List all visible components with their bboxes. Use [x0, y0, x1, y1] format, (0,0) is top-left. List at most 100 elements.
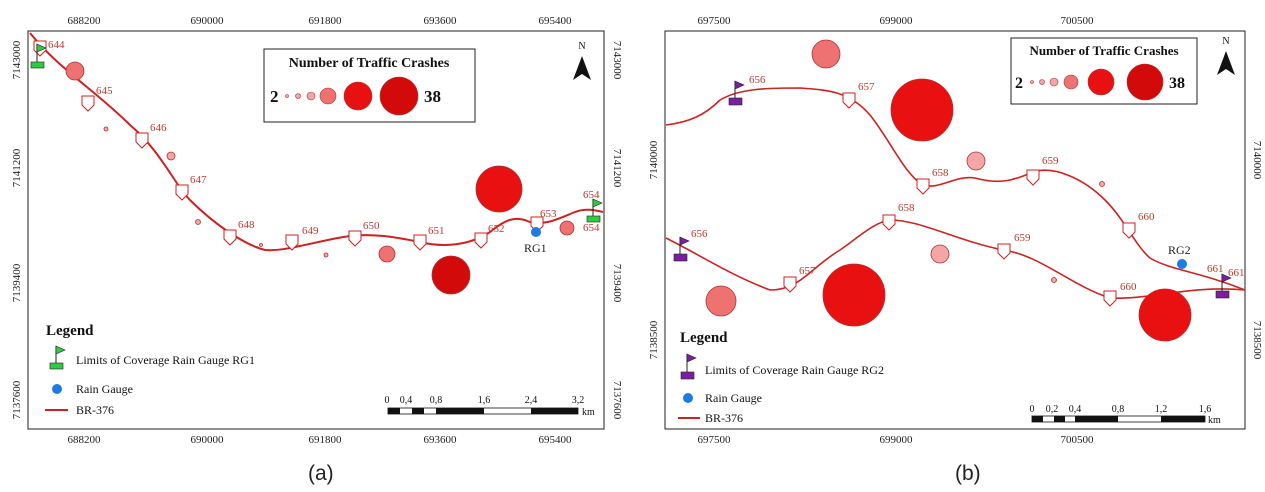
- svg-text:0,4: 0,4: [1069, 404, 1082, 415]
- km-label: 652: [488, 223, 505, 235]
- right-tick-a-2: 7141200: [611, 149, 623, 188]
- km-markers-a: 644 645 646 647 648 649 650 651 652 653 …: [33, 39, 600, 251]
- crash-point: [1051, 277, 1057, 283]
- right-tick-b-1: 7140000: [1251, 141, 1263, 180]
- left-tick-a-2: 7141200: [11, 148, 23, 187]
- north-arrow-icon: N: [1217, 36, 1235, 75]
- crash-circles-a: [65, 61, 575, 295]
- legend-circle: [1039, 79, 1045, 85]
- svg-text:0: 0: [385, 395, 390, 406]
- svg-text:3,2: 3,2: [572, 395, 585, 406]
- crash-point: [705, 285, 737, 317]
- crash-point: [822, 263, 886, 327]
- flag-icon: [673, 236, 690, 262]
- crash-point: [65, 61, 85, 81]
- crash-point: [323, 252, 329, 258]
- rain-gauge-rg2: [1177, 259, 1187, 269]
- km-label: 661: [1207, 263, 1224, 275]
- left-tick-a-1: 7143000: [11, 40, 23, 79]
- top-tick-a-1: 688200: [68, 15, 102, 27]
- km-label: 658: [932, 167, 949, 179]
- crash-point: [890, 78, 954, 142]
- flag-icon: [1215, 273, 1232, 299]
- legend-circle: [343, 81, 373, 111]
- crash-circles-b: [705, 39, 1192, 342]
- right-tick-a-4: 7137600: [611, 381, 623, 420]
- crash-point: [930, 244, 950, 264]
- top-ticks-b: 697500 699000 700500: [698, 15, 1095, 27]
- bottom-tick-a-3: 691800: [309, 434, 343, 446]
- legend-circle: [1087, 68, 1115, 96]
- coverage-flags-b: [673, 80, 1232, 299]
- km-label: 660: [1138, 211, 1155, 223]
- crash-point: [559, 220, 575, 236]
- km-label: 646: [150, 122, 167, 134]
- km-markers-b-lower: 656 657 658 659 660 661: [691, 202, 1245, 307]
- km-label: 647: [190, 174, 207, 186]
- right-tick-b-2: 7138500: [1251, 321, 1263, 360]
- flag-icon: [49, 345, 66, 370]
- left-tick-a-4: 7137600: [11, 380, 23, 419]
- crash-point: [1138, 288, 1192, 342]
- crash-legend-min: 2: [1015, 75, 1023, 92]
- svg-text:0,8: 0,8: [1112, 404, 1125, 415]
- legend-circle: [1030, 80, 1034, 84]
- svg-text:0: 0: [1030, 404, 1035, 415]
- crash-point: [431, 255, 471, 295]
- rain-gauge-icon: [52, 384, 62, 394]
- crash-point: [378, 245, 396, 263]
- km-label: 661: [1228, 267, 1245, 279]
- legend-circle: [319, 87, 337, 105]
- km-label: 657: [858, 81, 875, 93]
- top-tick-a-3: 691800: [309, 15, 343, 27]
- left-ticks-b: 7140000 7138500: [648, 140, 660, 359]
- crash-legend-title: Number of Traffic Crashes: [289, 56, 450, 71]
- km-label: 656: [749, 74, 766, 86]
- rain-gauge-rg1: [531, 227, 541, 237]
- coverage-flags-a: [30, 43, 603, 223]
- legend-flag-label: Limits of Coverage Rain Gauge RG1: [76, 353, 255, 367]
- km-label: 659: [1042, 155, 1059, 167]
- right-tick-a-3: 7139400: [611, 264, 623, 303]
- svg-text:1,2: 1,2: [1155, 404, 1168, 415]
- km-label: 659: [1014, 232, 1031, 244]
- crash-point: [475, 165, 523, 213]
- svg-text:0,4: 0,4: [400, 395, 413, 406]
- road-br376-upper: [665, 87, 1246, 291]
- crash-legend-max: 38: [424, 87, 441, 106]
- legend-circle: [306, 91, 316, 101]
- top-tick-a-5: 695400: [539, 15, 573, 27]
- top-tick-a-4: 693600: [424, 15, 458, 27]
- left-tick-a-3: 7139400: [11, 263, 23, 302]
- bottom-tick-b-1: 697500: [698, 434, 732, 446]
- north-arrow-icon: N: [573, 41, 591, 80]
- km-label: 653: [540, 208, 557, 220]
- crash-point: [966, 151, 986, 171]
- right-ticks-b: 7140000 7138500: [1251, 141, 1263, 360]
- legend-title: Legend: [46, 323, 94, 339]
- panel-b: 697500 699000 700500 697500 699000 70050…: [648, 15, 1263, 446]
- caption-a: (a): [308, 462, 334, 485]
- svg-text:N: N: [578, 41, 585, 52]
- svg-text:0,8: 0,8: [430, 395, 443, 406]
- top-tick-b-2: 699000: [880, 15, 914, 27]
- right-tick-a-1: 7143000: [611, 41, 623, 80]
- top-tick-b-1: 697500: [698, 15, 732, 27]
- km-label: 658: [898, 202, 915, 214]
- svg-text:N: N: [1222, 36, 1229, 47]
- flag-icon: [728, 80, 745, 106]
- crash-legend-b: Number of Traffic Crashes 2 38: [1010, 37, 1198, 105]
- top-tick-a-2: 690000: [191, 15, 225, 27]
- scale-bar-a: 0 0,4 0,8 1,6 2,4 3,2 km: [385, 395, 596, 418]
- top-tick-b-3: 700500: [1061, 15, 1095, 27]
- legend-b: Legend Limits of Coverage Rain Gauge RG2…: [678, 330, 884, 425]
- flag-icon: [30, 43, 47, 69]
- legend-circle: [1126, 63, 1164, 101]
- km-label: 648: [238, 219, 255, 231]
- legend-gauge-label: Rain Gauge: [705, 391, 762, 405]
- scale-bar-b: 0 0,2 0,4 0,8 1,2 1,6 km: [1030, 404, 1222, 426]
- bottom-tick-b-2: 699000: [880, 434, 914, 446]
- legend-circle: [379, 76, 419, 116]
- bottom-tick-b-3: 700500: [1061, 434, 1095, 446]
